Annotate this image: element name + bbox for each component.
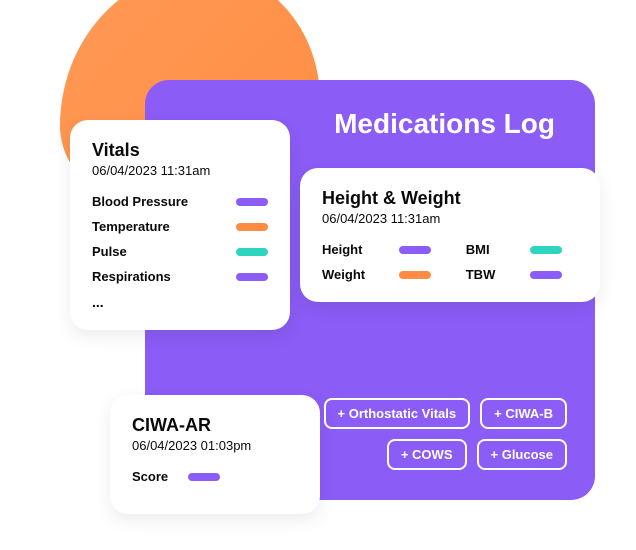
- hw-label: Weight: [322, 267, 381, 282]
- vitals-row-label: Respirations: [92, 269, 171, 284]
- ciwa-timestamp: 06/04/2023 01:03pm: [132, 438, 298, 453]
- hw-pill: [530, 271, 562, 279]
- vitals-row: Pulse: [92, 244, 268, 259]
- hw-timestamp: 06/04/2023 11:31am: [322, 211, 578, 226]
- hw-label: TBW: [466, 267, 512, 282]
- ciwa-score-row: Score: [132, 469, 298, 484]
- vitals-pill: [236, 198, 268, 206]
- hw-grid: Height BMI Weight TBW: [322, 242, 578, 282]
- vitals-title: Vitals: [92, 140, 268, 161]
- hw-label: BMI: [466, 242, 512, 257]
- height-weight-card: Height & Weight 06/04/2023 11:31am Heigh…: [300, 168, 600, 302]
- vitals-row: Temperature: [92, 219, 268, 234]
- vitals-pill: [236, 248, 268, 256]
- chip-container: + Orthostatic Vitals + CIWA-B + COWS + G…: [307, 398, 567, 470]
- vitals-row: Blood Pressure: [92, 194, 268, 209]
- chip-ciwa-b[interactable]: + CIWA-B: [480, 398, 567, 429]
- vitals-row-label: Pulse: [92, 244, 127, 259]
- chip-orthostatic-vitals[interactable]: + Orthostatic Vitals: [324, 398, 471, 429]
- hw-pill: [399, 246, 431, 254]
- vitals-row-label: Blood Pressure: [92, 194, 188, 209]
- vitals-pill: [236, 223, 268, 231]
- vitals-pill: [236, 273, 268, 281]
- hw-label: Height: [322, 242, 381, 257]
- vitals-timestamp: 06/04/2023 11:31am: [92, 163, 268, 178]
- chip-glucose[interactable]: + Glucose: [477, 439, 568, 470]
- hw-pill: [399, 271, 431, 279]
- vitals-more: ...: [92, 294, 268, 310]
- ciwa-ar-card: CIWA-AR 06/04/2023 01:03pm Score: [110, 395, 320, 514]
- ciwa-title: CIWA-AR: [132, 415, 298, 436]
- ciwa-score-label: Score: [132, 469, 168, 484]
- hw-pill: [530, 246, 562, 254]
- vitals-card: Vitals 06/04/2023 11:31am Blood Pressure…: [70, 120, 290, 330]
- vitals-row: Respirations: [92, 269, 268, 284]
- hw-title: Height & Weight: [322, 188, 578, 209]
- vitals-row-label: Temperature: [92, 219, 170, 234]
- chip-cows[interactable]: + COWS: [387, 439, 467, 470]
- ciwa-score-pill: [188, 473, 220, 481]
